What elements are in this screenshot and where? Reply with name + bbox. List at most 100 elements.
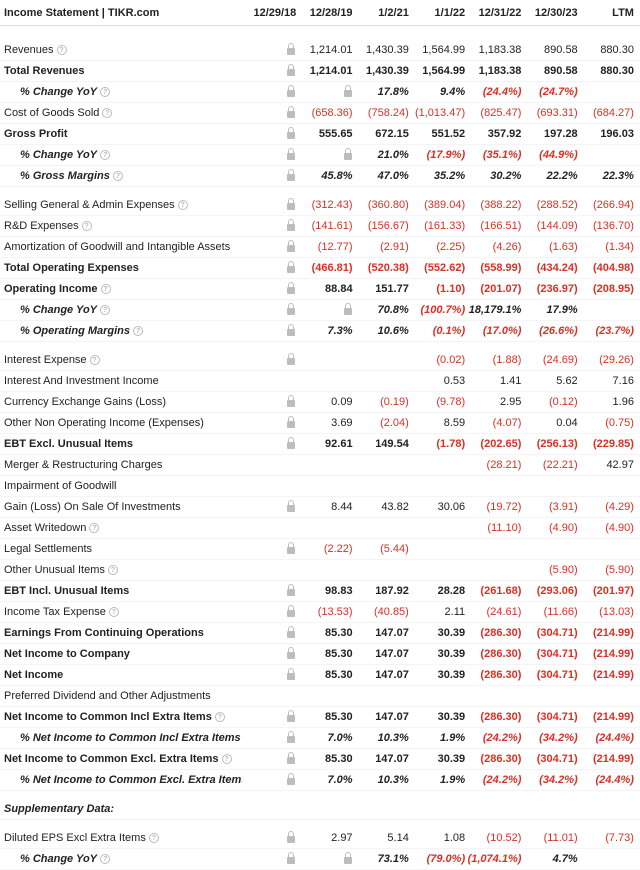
cell: 880.30	[580, 44, 636, 56]
cell: 45.8%	[298, 170, 354, 182]
cell-locked	[242, 500, 298, 515]
cell	[298, 148, 354, 163]
row-label: Interest And Investment Income	[4, 375, 242, 387]
cell-locked	[242, 710, 298, 725]
info-icon[interactable]: ?	[82, 221, 92, 231]
cell: (34.2%)	[523, 732, 579, 744]
cell: (389.04)	[411, 199, 467, 211]
row-label: Currency Exchange Gains (Loss)	[4, 396, 242, 408]
row-label: Net Income to Company	[4, 648, 242, 660]
gap-row	[0, 342, 640, 350]
cell: (286.30)	[467, 669, 523, 681]
cell: (13.53)	[298, 606, 354, 618]
info-icon[interactable]: ?	[222, 754, 232, 764]
info-icon[interactable]: ?	[100, 87, 110, 97]
cell: (156.67)	[355, 220, 411, 232]
table-row: % Operating Margins?7.3%10.6%(0.1%)(17.0…	[0, 321, 640, 342]
cell-locked	[242, 647, 298, 662]
cell: (34.2%)	[523, 774, 579, 786]
cell: 21.0%	[355, 149, 411, 161]
info-icon[interactable]: ?	[101, 284, 111, 294]
info-icon[interactable]: ?	[102, 108, 112, 118]
cell: 1.9%	[411, 732, 467, 744]
cell: (214.99)	[580, 648, 636, 660]
table-row: Net Income to Common Excl. Extra Items?8…	[0, 749, 640, 770]
lock-icon	[286, 219, 296, 231]
cell: 17.9%	[523, 304, 579, 316]
cell	[298, 85, 354, 100]
cell: 88.84	[298, 283, 354, 295]
cell: 22.3%	[580, 170, 636, 182]
cell: 2.95	[467, 396, 523, 408]
info-icon[interactable]: ?	[100, 854, 110, 864]
table-row: Supplementary Data:	[0, 799, 640, 820]
header-row: Income Statement | TIKR.com 12/29/18 12/…	[0, 0, 640, 26]
info-icon[interactable]: ?	[90, 355, 100, 365]
cell: 7.0%	[298, 732, 354, 744]
cell: (404.98)	[580, 262, 636, 274]
cell: (0.12)	[523, 396, 579, 408]
cell: (79.0%)	[411, 853, 467, 865]
cell-locked	[242, 437, 298, 452]
cell: (24.4%)	[467, 86, 523, 98]
lock-icon	[286, 731, 296, 743]
cell: (2.22)	[298, 543, 354, 555]
lock-icon	[286, 169, 296, 181]
info-icon[interactable]: ?	[57, 45, 67, 55]
info-icon[interactable]: ?	[149, 833, 159, 843]
cell: (4.26)	[467, 241, 523, 253]
info-icon[interactable]: ?	[108, 565, 118, 575]
cell: 672.15	[355, 128, 411, 140]
cell: 22.2%	[523, 170, 579, 182]
info-icon[interactable]: ?	[215, 712, 225, 722]
cell: (229.85)	[580, 438, 636, 450]
info-icon[interactable]: ?	[109, 607, 119, 617]
info-icon[interactable]: ?	[133, 326, 143, 336]
gap-row	[0, 820, 640, 828]
cell: (256.13)	[523, 438, 579, 450]
cell: 1,214.01	[298, 44, 354, 56]
table-row: Revenues?1,214.011,430.391,564.991,183.3…	[0, 40, 640, 61]
cell: 30.2%	[467, 170, 523, 182]
lock-icon	[286, 240, 296, 252]
cell: 0.09	[298, 396, 354, 408]
cell: (758.24)	[355, 107, 411, 119]
cell: (825.47)	[467, 107, 523, 119]
table-row: Total Revenues1,214.011,430.391,564.991,…	[0, 61, 640, 82]
table-row: Earnings From Continuing Operations85.30…	[0, 623, 640, 644]
table-row: Diluted EPS Excl Extra Items?2.975.141.0…	[0, 828, 640, 849]
gap-row	[0, 187, 640, 195]
table-row: % Net Income to Common Excl. Extra Items…	[0, 770, 640, 791]
info-icon[interactable]: ?	[113, 171, 123, 181]
cell: (304.71)	[523, 648, 579, 660]
cell: 147.07	[355, 669, 411, 681]
lock-icon	[286, 584, 296, 596]
cell: (26.6%)	[523, 325, 579, 337]
lock-icon	[286, 198, 296, 210]
cell: (0.1%)	[411, 325, 467, 337]
info-icon[interactable]: ?	[100, 150, 110, 160]
cell: (24.61)	[467, 606, 523, 618]
table-row: Gain (Loss) On Sale Of Investments8.4443…	[0, 497, 640, 518]
row-label: Merger & Restructuring Charges	[4, 459, 242, 471]
table-row: % Net Income to Common Incl Extra Items …	[0, 728, 640, 749]
cell-locked	[242, 261, 298, 276]
cell: 42.97	[580, 459, 636, 471]
row-label: Selling General & Admin Expenses?	[4, 199, 242, 211]
cell: 1,564.99	[411, 44, 467, 56]
info-icon[interactable]: ?	[178, 200, 188, 210]
col-5: 12/30/23	[523, 7, 579, 19]
info-icon[interactable]: ?	[100, 305, 110, 315]
row-label: Preferred Dividend and Other Adjustments	[4, 690, 242, 702]
cell: 187.92	[355, 585, 411, 597]
info-icon[interactable]: ?	[89, 523, 99, 533]
cell: (2.25)	[411, 241, 467, 253]
cell: (312.43)	[298, 199, 354, 211]
cell: (141.61)	[298, 220, 354, 232]
cell: 73.1%	[355, 853, 411, 865]
cell: 85.30	[298, 627, 354, 639]
row-label: Gain (Loss) On Sale Of Investments	[4, 501, 242, 513]
cell: 357.92	[467, 128, 523, 140]
cell: 1.41	[467, 375, 523, 387]
cell	[298, 852, 354, 867]
